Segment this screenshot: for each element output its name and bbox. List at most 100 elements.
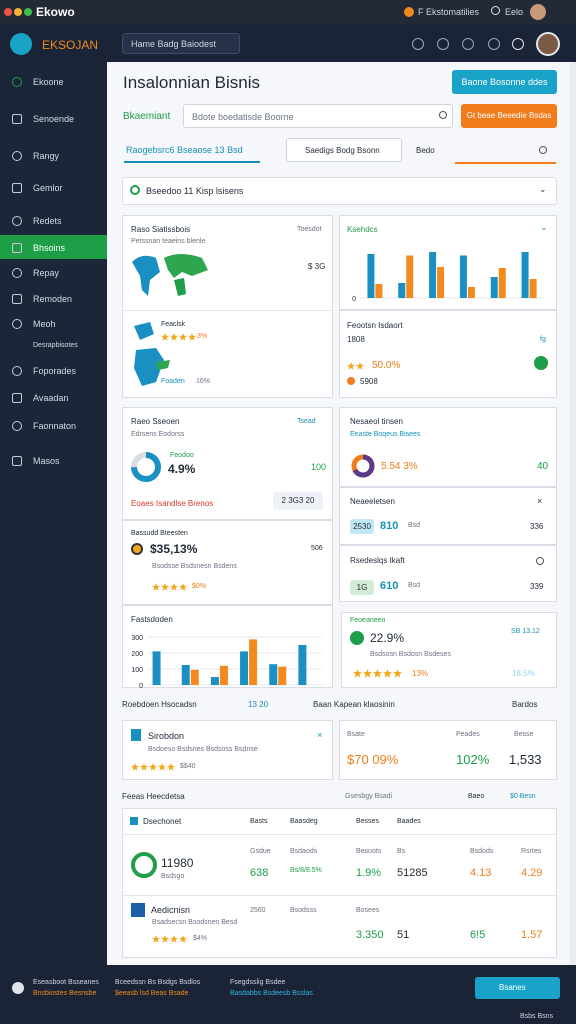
cell-value: 638 [250, 867, 269, 879]
sirob-title: Sirobdon [148, 731, 185, 741]
sidebar-item[interactable]: Meoh [33, 319, 56, 329]
donut [131, 452, 161, 482]
search-input[interactable]: Bdote boedatisde Boorne [183, 104, 453, 128]
close-icon[interactable]: × [317, 730, 323, 740]
card-corner: Toesdot [297, 226, 322, 233]
region-sub-value: 16% [196, 378, 211, 385]
footer-corner: Bsbs Bsns [520, 1013, 554, 1020]
cell-value: 51285 [397, 867, 428, 879]
y-tick-label: 100 [131, 667, 143, 674]
search-icon[interactable] [491, 6, 500, 15]
avatar[interactable] [530, 4, 546, 20]
region-sub: Foaden [161, 378, 185, 385]
minimize-button[interactable] [14, 8, 22, 16]
y-tick-label: 0 [139, 683, 143, 690]
feo-rating: 13% [412, 669, 429, 678]
tab[interactable]: Bedo [416, 146, 435, 155]
sidebar-item[interactable]: Remoden [33, 294, 73, 304]
trend-card [339, 215, 557, 310]
card-title: Raso Siatissbois [131, 225, 191, 234]
primary-button[interactable]: Baone Bosonne ddes [452, 70, 557, 94]
stats-card [339, 720, 557, 780]
sidebar-icon [12, 319, 22, 329]
header-icon[interactable] [462, 38, 474, 50]
chevron[interactable]: ⌄ [539, 184, 547, 194]
stars [131, 763, 175, 771]
pill: 2530 [350, 519, 374, 534]
bar [249, 639, 258, 685]
footer-text: Basdabbs Bsdeesb Bsslas [230, 990, 313, 997]
sidebar-item[interactable]: Foporades [33, 366, 77, 376]
sidebar-icon [12, 183, 22, 193]
row-icon [131, 903, 145, 917]
tab-icon[interactable] [539, 146, 547, 154]
header-avatar[interactable] [536, 32, 560, 56]
pill-text: 1G [356, 583, 368, 592]
sidebar-item[interactable]: Redets [33, 216, 62, 226]
button-text: 2 3G3 20 [281, 496, 315, 505]
maximize-button[interactable] [24, 8, 32, 16]
region-map [134, 322, 170, 386]
sidebar-item[interactable]: Avaadan [33, 393, 69, 403]
card-title: Bassudd Bteesten [131, 530, 188, 537]
tab[interactable]: Raogebsrc6 Bseaose 13 Bsd [126, 145, 243, 155]
status-icon [404, 7, 414, 17]
cell-label: Bs [397, 848, 406, 855]
sidebar-item[interactable]: Ekoone [33, 77, 64, 87]
refresh-icon[interactable] [534, 356, 548, 370]
sidebar-item[interactable]: Desrapbisotes [33, 342, 78, 349]
workspace-dropdown[interactable]: Hame Badg Baiodest [122, 33, 240, 54]
bar [367, 254, 375, 298]
close-button[interactable] [4, 8, 12, 16]
sidebar-icon [12, 294, 22, 304]
donut-label: Feodoo [170, 452, 194, 459]
section-mid: Gsesbgy Bsadi [345, 793, 393, 800]
header-icon[interactable] [488, 38, 500, 50]
search-icon[interactable] [439, 111, 447, 119]
footer-text: Fsegdsslig Bsdee [230, 979, 286, 986]
section-menu[interactable]: Baeo [468, 793, 485, 800]
sidebar-item[interactable]: Gemlor [33, 183, 63, 193]
section-menu[interactable]: Bardos [512, 700, 538, 709]
sidebar-item[interactable]: Rangy [33, 151, 60, 161]
sidebar-item[interactable]: Faonnaton [33, 421, 77, 431]
bar [498, 268, 506, 298]
world-map [132, 254, 208, 296]
card-icon[interactable] [536, 557, 544, 565]
cell-label: Bosees [356, 907, 380, 914]
sidebar-item[interactable]: Senoende [33, 114, 75, 124]
sidebar-item[interactable]: Bhsoins [33, 243, 66, 253]
sidebar [0, 62, 107, 965]
chevron[interactable]: ⌄ [540, 222, 548, 232]
sidebar-item[interactable]: Masos [33, 456, 60, 466]
footer-text: Bceedssn Bs Bsdgs Bsdlos [115, 979, 201, 986]
y-tick-label: 300 [131, 635, 143, 642]
tab[interactable]: Saedigs Bodg Bsonn [286, 138, 402, 162]
bar [406, 255, 414, 298]
header-icon[interactable] [412, 38, 424, 50]
footer-button[interactable]: Bsanes [475, 977, 560, 999]
close-icon[interactable]: × [537, 496, 543, 506]
stars [152, 583, 187, 591]
card-corner: 506 [311, 545, 323, 552]
reason-button[interactable]: 2 3G3 20 [273, 492, 323, 510]
tab-underline [124, 161, 260, 163]
bar [278, 666, 287, 685]
row-rating: $4% [193, 935, 208, 942]
status-text: F Ekstomatilies [418, 7, 480, 17]
section-menu[interactable]: $0 Besn [510, 793, 536, 800]
sidebar-icon [12, 151, 22, 161]
selector[interactable] [122, 177, 557, 205]
header-icon[interactable] [437, 38, 449, 50]
sidebar-active-bg [0, 235, 107, 259]
footer-icon [12, 982, 24, 994]
trend-chart: 0 [352, 252, 545, 303]
header-icon[interactable] [512, 38, 524, 50]
rsed-card [339, 545, 557, 602]
base-card [122, 520, 333, 605]
sidebar-item[interactable]: Repay [33, 268, 60, 278]
reason-count: 100 [311, 462, 327, 472]
card-subtitle: Eeaste Boqeus Bisees [350, 431, 421, 438]
bar [529, 279, 537, 298]
orange-button[interactable]: Gt beae Beeedie Bsdas [461, 104, 557, 128]
